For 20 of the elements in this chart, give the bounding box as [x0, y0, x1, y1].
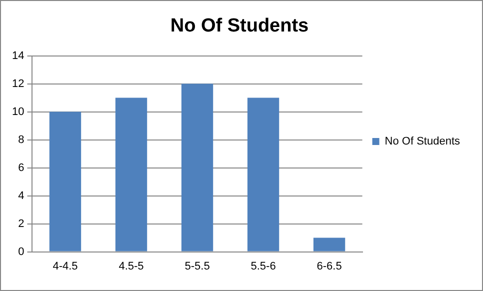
x-tick-label: 4-4.5 [52, 260, 78, 272]
bar [49, 112, 82, 252]
chart-title: No Of Students [170, 16, 309, 37]
y-tick-label: 8 [18, 134, 24, 146]
bar [247, 98, 280, 252]
bar [115, 98, 148, 252]
legend-label: No Of Students [384, 136, 460, 148]
bar [181, 84, 214, 252]
y-tick-label: 4 [18, 190, 24, 202]
y-tick-label: 2 [18, 218, 24, 230]
y-tick-label: 14 [12, 50, 24, 62]
x-tick-label: 5.5-6 [250, 260, 276, 272]
bar [313, 238, 346, 252]
y-tick-label: 6 [18, 162, 24, 174]
x-tick-label: 6-6.5 [316, 260, 342, 272]
x-tick-label: 5-5.5 [184, 260, 210, 272]
y-tick-label: 10 [12, 106, 24, 118]
y-tick-label: 0 [18, 246, 24, 258]
y-tick-label: 12 [12, 78, 24, 90]
x-tick-label: 4.5-5 [118, 260, 144, 272]
